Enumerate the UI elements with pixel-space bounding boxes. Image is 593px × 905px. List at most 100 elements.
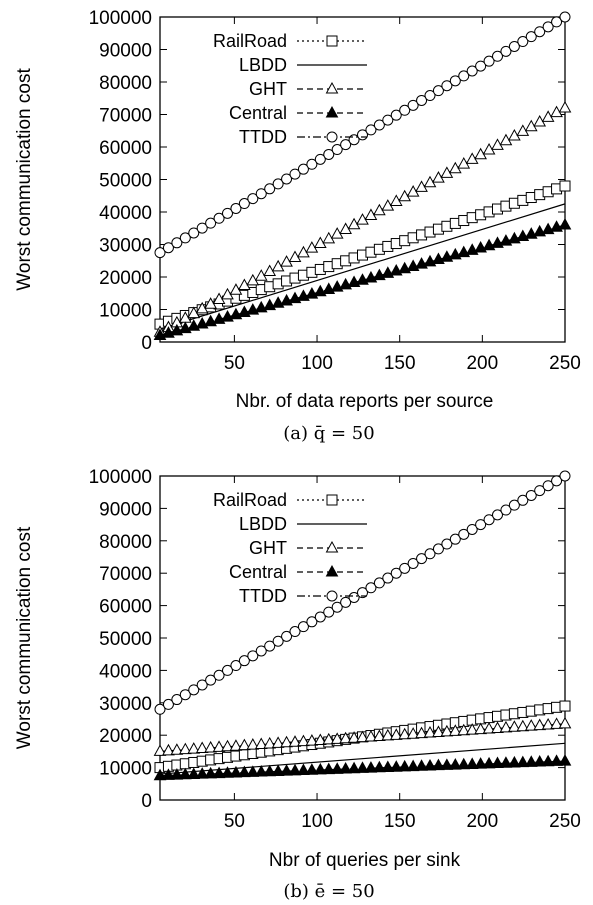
x-axis-title: Nbr of queries per sink xyxy=(269,850,461,871)
series-railroad xyxy=(154,180,571,330)
data-point xyxy=(533,224,547,237)
data-point xyxy=(357,587,368,599)
data-point xyxy=(205,674,217,686)
data-point xyxy=(542,480,554,492)
data-point xyxy=(254,300,268,313)
data-point xyxy=(508,40,520,52)
data-point xyxy=(348,592,360,603)
legend-label: RailRoad xyxy=(213,490,287,510)
data-point xyxy=(500,504,512,516)
data-point xyxy=(551,16,563,28)
plot-frame xyxy=(159,16,566,343)
legend: RailRoad LBDD GHT Central TTDD xyxy=(213,31,367,147)
data-point xyxy=(407,557,419,569)
data-point xyxy=(323,148,335,160)
y-tick-label: 90000 xyxy=(99,499,152,520)
y-tick-label: 0 xyxy=(141,333,152,354)
data-point xyxy=(423,726,437,738)
data-point xyxy=(432,85,444,97)
data-point xyxy=(297,734,310,747)
y-tick-label: 90000 xyxy=(99,41,152,62)
y-axis-title: Worst communication cost xyxy=(14,526,35,749)
data-point xyxy=(356,730,369,743)
data-point xyxy=(178,742,192,755)
data-point xyxy=(179,232,191,244)
data-point xyxy=(297,163,309,175)
data-point xyxy=(263,736,277,749)
chart-caption: (a) q̄ = 50 xyxy=(283,423,374,444)
data-point xyxy=(390,109,402,121)
y-axis-title: Worst communication cost xyxy=(14,68,35,291)
data-point xyxy=(373,577,385,589)
data-point xyxy=(492,50,503,62)
data-point xyxy=(424,548,436,560)
data-point xyxy=(238,765,251,778)
data-point xyxy=(330,280,344,292)
data-point xyxy=(289,168,301,180)
data-point xyxy=(559,470,571,482)
data-point xyxy=(322,282,336,294)
data-point xyxy=(441,80,453,92)
legend-label: LBDD xyxy=(239,514,287,534)
y-tick-label: 10000 xyxy=(99,759,152,780)
y-tick-label: 100000 xyxy=(89,8,152,29)
data-point xyxy=(171,237,183,249)
data-point xyxy=(196,222,208,234)
data-point xyxy=(524,227,538,239)
data-point xyxy=(229,739,243,751)
data-point xyxy=(271,764,285,776)
data-point xyxy=(247,650,259,662)
series-ttdd xyxy=(154,11,571,259)
data-point xyxy=(389,264,403,276)
data-point xyxy=(416,94,428,106)
data-point xyxy=(432,725,445,737)
data-point xyxy=(154,247,166,259)
y-tick-label: 30000 xyxy=(99,236,152,257)
data-point xyxy=(482,721,496,734)
data-point xyxy=(222,664,233,676)
data-point xyxy=(558,754,572,766)
data-point xyxy=(162,698,174,710)
data-point xyxy=(154,703,166,715)
data-point xyxy=(389,760,403,772)
legend-label: Central xyxy=(229,103,287,123)
data-point xyxy=(416,553,428,565)
data-point xyxy=(534,26,546,38)
legend-label: TTDD xyxy=(239,586,287,606)
legend-swatch-marker xyxy=(325,564,339,577)
data-point xyxy=(204,740,217,753)
data-point xyxy=(365,124,377,136)
data-point xyxy=(212,766,226,779)
data-point xyxy=(466,65,478,77)
data-point xyxy=(558,716,572,729)
data-point xyxy=(179,689,191,701)
x-tick-label: 50 xyxy=(224,353,245,374)
data-point xyxy=(281,630,293,642)
data-point xyxy=(305,763,319,775)
data-point xyxy=(305,734,319,746)
data-point xyxy=(541,754,555,767)
data-point xyxy=(465,243,479,255)
data-point xyxy=(551,475,563,487)
data-point xyxy=(406,759,420,772)
data-point xyxy=(230,660,242,672)
legend-swatch-marker xyxy=(326,35,338,47)
x-tick-label: 100 xyxy=(301,811,333,832)
data-point xyxy=(407,99,419,111)
data-point xyxy=(382,114,394,126)
data-point xyxy=(306,158,318,170)
data-point xyxy=(373,729,386,741)
data-point xyxy=(373,119,385,131)
data-point xyxy=(322,762,336,775)
data-point xyxy=(238,738,251,751)
data-point xyxy=(458,70,470,82)
data-point xyxy=(297,763,310,776)
data-point xyxy=(313,733,327,745)
data-point xyxy=(204,766,217,779)
legend-label: GHT xyxy=(249,79,287,99)
data-point xyxy=(475,60,487,72)
data-point xyxy=(524,755,538,767)
series-central xyxy=(153,217,572,340)
data-point xyxy=(423,758,437,771)
data-point xyxy=(508,755,521,768)
